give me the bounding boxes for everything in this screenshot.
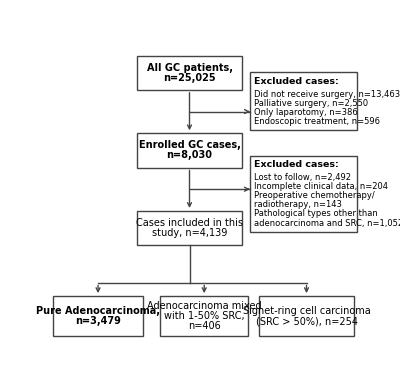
Text: Cases included in this: Cases included in this xyxy=(136,218,243,228)
Text: Adenocarcinoma mixed: Adenocarcinoma mixed xyxy=(147,301,262,311)
Text: Signet-ring cell carcinoma: Signet-ring cell carcinoma xyxy=(243,306,370,316)
Text: study, n=4,139: study, n=4,139 xyxy=(152,228,227,238)
Text: Pathological types other than: Pathological types other than xyxy=(254,210,378,218)
Text: Palliative surgery, n=2,550: Palliative surgery, n=2,550 xyxy=(254,99,368,107)
Text: n=8,030: n=8,030 xyxy=(166,150,212,160)
Text: Only laparotomy, n=386: Only laparotomy, n=386 xyxy=(254,108,358,117)
Text: Endoscopic treatment, n=596: Endoscopic treatment, n=596 xyxy=(254,117,380,126)
FancyBboxPatch shape xyxy=(250,72,357,130)
Text: (SRC > 50%), n=254: (SRC > 50%), n=254 xyxy=(256,316,358,326)
Text: Preoperative chemotherapy/: Preoperative chemotherapy/ xyxy=(254,191,374,200)
Text: Pure Adenocarcinoma,: Pure Adenocarcinoma, xyxy=(36,306,160,316)
Text: n=25,025: n=25,025 xyxy=(163,73,216,83)
Text: Lost to follow, n=2,492: Lost to follow, n=2,492 xyxy=(254,173,351,182)
Text: Excluded cases:: Excluded cases: xyxy=(254,160,338,170)
FancyBboxPatch shape xyxy=(160,296,248,336)
Text: adenocarcinoma and SRC, n=1,052: adenocarcinoma and SRC, n=1,052 xyxy=(254,218,400,227)
Text: Incomplete clinical data, n=204: Incomplete clinical data, n=204 xyxy=(254,182,388,191)
FancyBboxPatch shape xyxy=(259,296,354,336)
Text: Enrolled GC cases,: Enrolled GC cases, xyxy=(138,140,240,151)
Text: All GC patients,: All GC patients, xyxy=(146,63,232,73)
FancyBboxPatch shape xyxy=(250,156,357,232)
FancyBboxPatch shape xyxy=(53,296,143,336)
Text: Excluded cases:: Excluded cases: xyxy=(254,77,338,86)
FancyBboxPatch shape xyxy=(137,211,242,245)
FancyBboxPatch shape xyxy=(137,55,242,90)
Text: radiotherapy, n=143: radiotherapy, n=143 xyxy=(254,201,342,210)
Text: n=3,479: n=3,479 xyxy=(75,316,121,326)
Text: Did not receive surgery, n=13,463: Did not receive surgery, n=13,463 xyxy=(254,90,400,99)
FancyBboxPatch shape xyxy=(137,133,242,168)
Text: with 1-50% SRC,: with 1-50% SRC, xyxy=(164,311,244,321)
Text: n=406: n=406 xyxy=(188,321,221,331)
